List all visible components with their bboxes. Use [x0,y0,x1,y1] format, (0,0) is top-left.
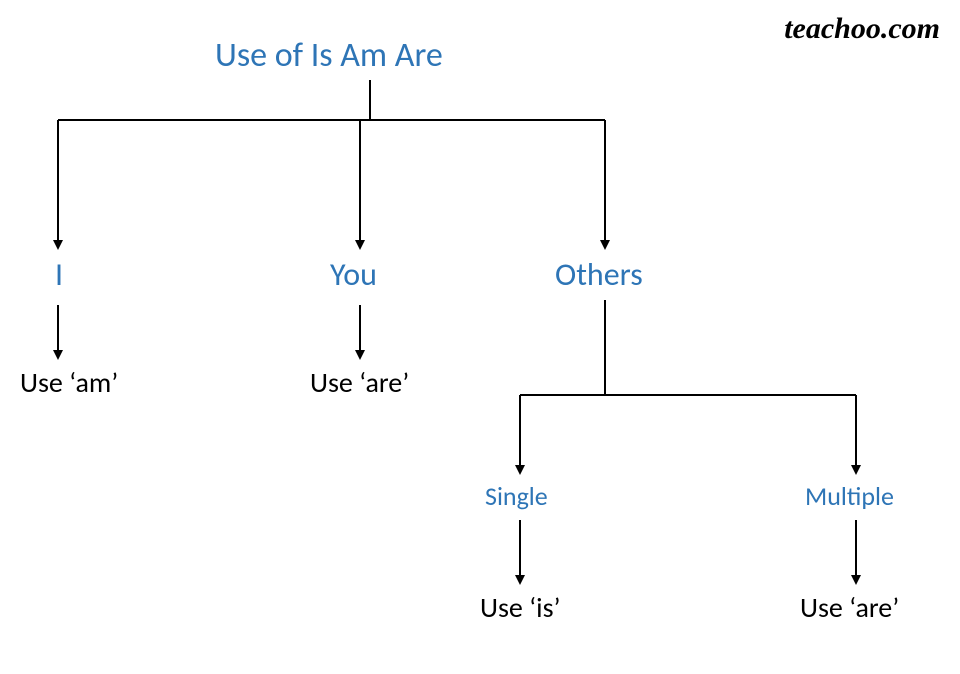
subbranch-single-label: Single [485,480,548,512]
rule-are-you: Use ‘are’ [310,365,409,400]
rule-is: Use ‘is’ [480,590,561,625]
connector-lines [0,0,960,674]
branch-you-label: You [330,255,377,294]
rule-are-multiple: Use ‘are’ [800,590,899,625]
branch-others-label: Others [555,255,643,294]
title: Use of Is Am Are [215,35,443,76]
watermark: teachoo.com [784,12,940,46]
subbranch-multiple-label: Multiple [805,480,894,512]
rule-am: Use ‘am’ [20,365,118,400]
branch-i-label: I [55,255,63,294]
